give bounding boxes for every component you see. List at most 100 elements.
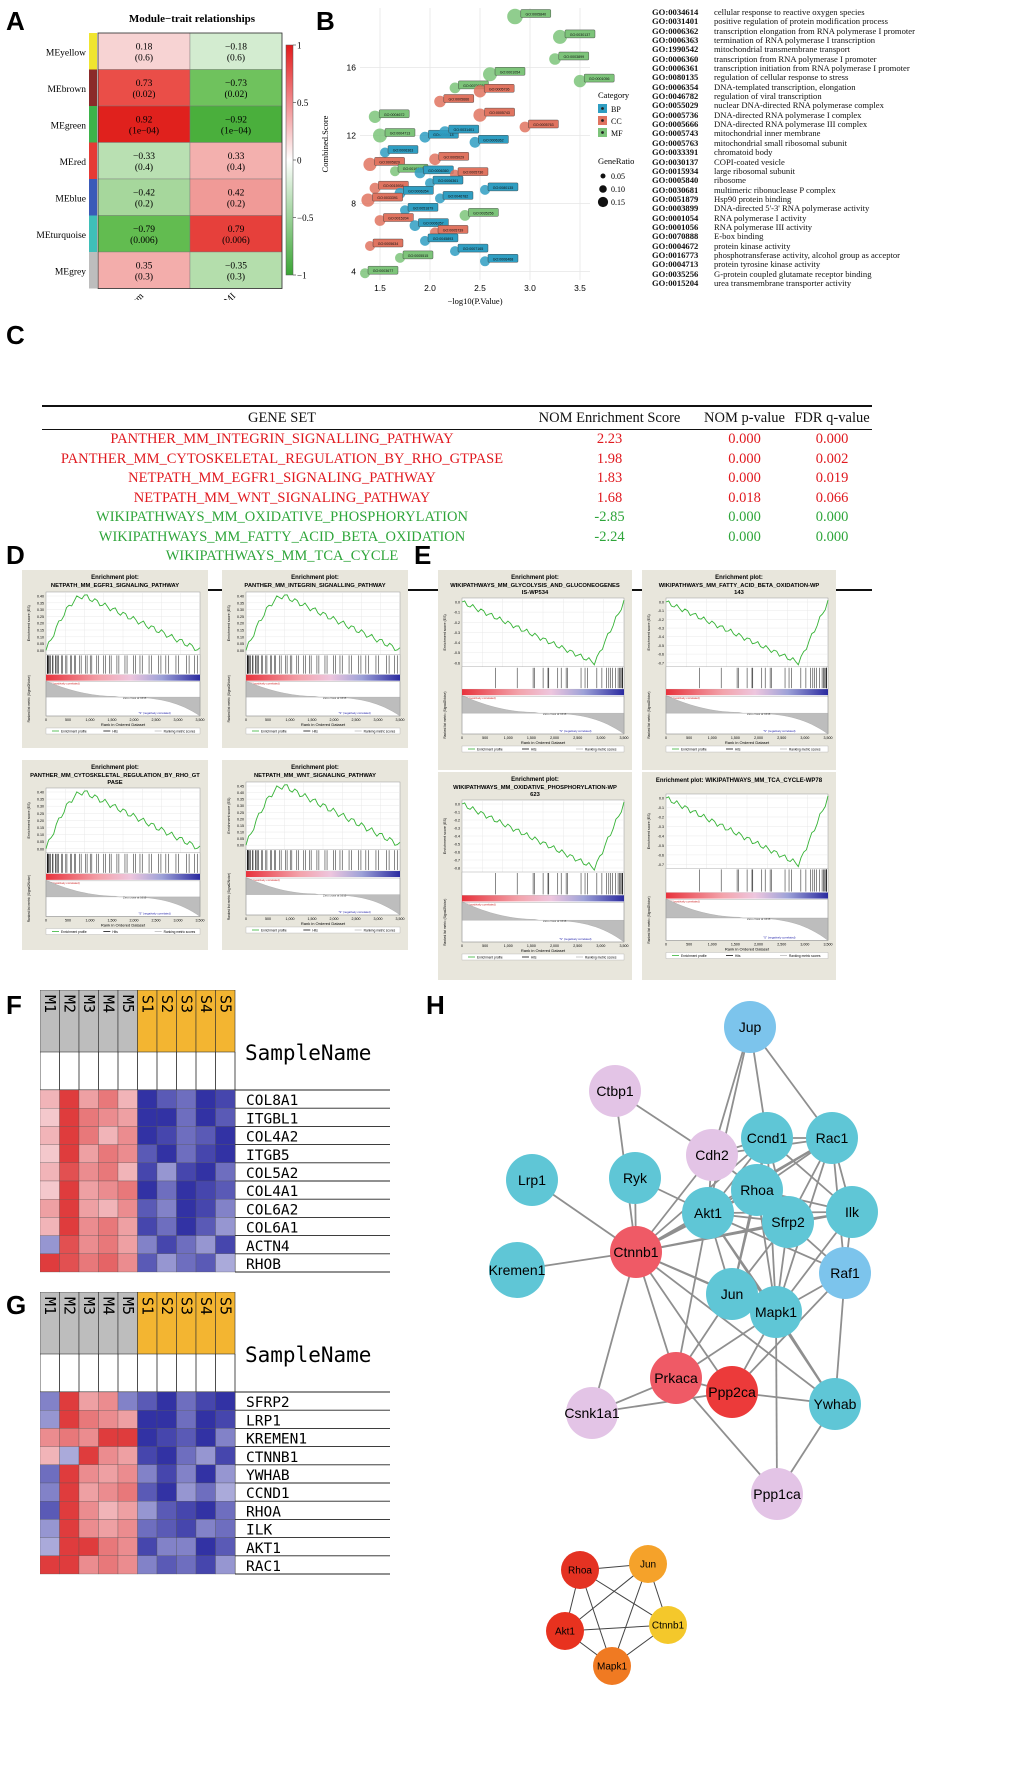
point-label: GO:0051879 <box>413 206 434 210</box>
node-raf1 <box>819 1247 871 1299</box>
heat-cell <box>78 1391 99 1411</box>
go-term-name: chromatoid body <box>714 147 773 158</box>
cell-correlation: −0.35 <box>225 261 247 271</box>
heat-cell <box>117 1217 138 1236</box>
heat-cell <box>117 1428 138 1447</box>
point-label-box <box>457 167 489 176</box>
enrichment-curve <box>45 594 201 652</box>
ranking-metric-area <box>665 898 829 941</box>
point-label-box <box>383 213 414 222</box>
point-label-box <box>438 152 470 161</box>
x-tick-label: 1.5 <box>374 283 386 293</box>
panel-label-d: D <box>6 540 25 570</box>
gsea-header: Enrichment plot: <box>291 575 339 581</box>
data-point <box>459 210 471 221</box>
sub-node-ctnnb1 <box>649 1606 687 1644</box>
data-point <box>368 110 382 124</box>
data-point <box>469 136 481 148</box>
table-cell-name: NETPATH_MM_WNT_SIGNALING_PATHWAY <box>133 489 431 506</box>
heat-cell <box>176 1446 197 1465</box>
es-tick-label: 0.35 <box>237 798 244 802</box>
node-ilk <box>826 1186 878 1238</box>
heat-cell <box>39 1391 60 1411</box>
heatmap-cell <box>189 69 283 107</box>
x-tick-label: 500 <box>686 736 692 740</box>
heat-cell <box>137 1519 158 1538</box>
heat-cell <box>137 1144 158 1163</box>
heat-cell <box>195 1126 216 1145</box>
heat-cell <box>117 1253 138 1273</box>
heat-cell <box>195 1555 216 1575</box>
cell-correlation: −0.33 <box>133 152 155 162</box>
es-axis-label: Enrichment score (ES) <box>443 818 447 854</box>
heat-cell <box>215 1519 236 1538</box>
node-label: Sfrp2 <box>771 1214 805 1230</box>
x-tick-label: 3,000 <box>800 943 809 947</box>
network-edge <box>635 1251 836 1405</box>
go-term-row: GO:0006363 termination of RNA polymerase … <box>652 35 1017 45</box>
rank-color-bar <box>246 674 400 681</box>
point-label: GO:0006354 <box>408 189 429 193</box>
x-tick-label: 3,000 <box>374 718 383 722</box>
heat-cell <box>117 1555 138 1575</box>
heat-cell <box>59 1235 80 1254</box>
point-label-box <box>487 254 519 263</box>
go-term-name: urea transmembrane transporter activity <box>714 277 852 288</box>
gene-label: CCND1 <box>246 1486 290 1502</box>
go-enrichment-scatter: 1.5 2.0 2.5 3.0 3.5 4 8 12 16 −log10(P.Value) Comb… <box>320 8 634 306</box>
gsea-plot-d2: Enrichment plot: PANTHER_MM_INTEGRIN_SIGN… <box>222 570 408 748</box>
ranking-metric-area <box>665 695 829 735</box>
heat-cell <box>137 1217 158 1236</box>
heat-cell <box>195 1144 216 1163</box>
heat-cell <box>156 1537 177 1556</box>
heat-cell <box>98 1482 119 1502</box>
heat-cell <box>156 1089 177 1109</box>
zero-cross-label: Zero cross at 1615 <box>123 696 147 700</box>
x-tick-label: 2,500 <box>152 718 161 722</box>
heat-cell <box>59 1410 80 1429</box>
point-label: GO:0005029 <box>444 155 465 159</box>
y-tick-label: 12 <box>347 131 357 141</box>
legend-text: Hits <box>735 747 741 751</box>
legend-dot <box>601 131 604 134</box>
heat-cell <box>59 1199 80 1218</box>
legend-text: Enrichment profile <box>681 954 707 958</box>
pos-label: "M" (positively correlated) <box>668 696 700 700</box>
data-point <box>473 85 487 98</box>
x-tick-label: 2,500 <box>573 736 582 740</box>
go-term-row: GO:0005743 mitochondrial inner membrane <box>652 128 1017 139</box>
panel-label-b: B <box>316 6 335 36</box>
heat-cell <box>39 1199 60 1218</box>
panel-label-e: E <box>414 540 432 570</box>
go-term-name: E-box binding <box>714 231 764 242</box>
go-term-name: ribosome <box>714 175 746 186</box>
es-tick-label: 0.20 <box>37 819 44 823</box>
cell-pvalue: (0.3) <box>135 271 153 282</box>
go-term-id: GO:0003899 <box>652 203 699 214</box>
legend-category: BP <box>611 105 621 114</box>
heat-cell <box>156 1519 177 1538</box>
legend-text: Enrichment profile <box>61 729 87 733</box>
gsea-header: Enrichment plot: <box>291 765 339 771</box>
rank-color-bar <box>46 873 200 880</box>
heat-cell <box>98 1519 119 1538</box>
legend-text: Ranking metric scores <box>364 729 396 733</box>
heatmap-cell <box>189 215 283 253</box>
heat-cell <box>117 1537 138 1556</box>
gene-label: CTNNB1 <box>246 1450 298 1466</box>
ranking-metric-area <box>245 680 401 717</box>
scale-tick-label: 0.5 <box>297 98 309 108</box>
go-term-name: cellular response to reactive oxygen spe… <box>714 7 865 17</box>
es-tick-label: 0.00 <box>237 649 244 653</box>
heat-cell <box>78 1501 99 1520</box>
gsea-title-line1: WIKIPATHWAYS_MM_FATTY_ACID_BETA_OXIDATIO… <box>659 583 820 589</box>
rank-frame <box>665 695 829 735</box>
heat-cell <box>215 1501 236 1520</box>
go-term-id: GO:0015934 <box>652 165 699 176</box>
go-term-id: GO:0005743 <box>652 128 699 139</box>
legend-box <box>665 745 829 753</box>
go-term-id: GO:0070888 <box>652 231 699 242</box>
data-point <box>420 235 430 246</box>
node-akt1 <box>682 1187 734 1239</box>
table-cell-name: WIKIPATHWAYS_MM_FATTY_ACID_BETA_OXIDATIO… <box>98 528 466 545</box>
